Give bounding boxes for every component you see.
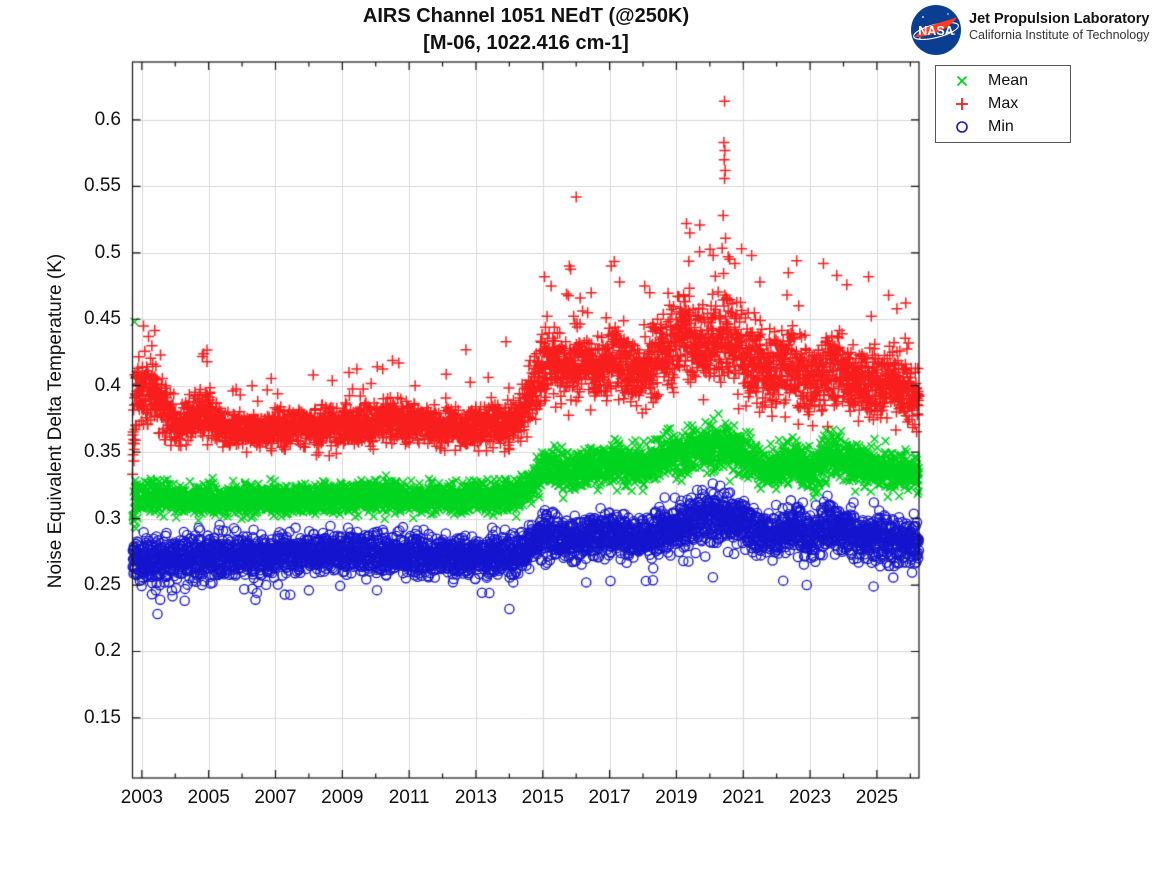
jpl-logo: NASA Jet Propulsion Laboratory Californi… <box>910 4 1149 56</box>
caltech-name: California Institute of Technology <box>969 28 1150 42</box>
x-tick-label: 2003 <box>120 787 163 808</box>
legend-item-min: Min <box>936 116 1070 139</box>
x-tick-label: 2007 <box>254 787 297 808</box>
x-tick-label: 2021 <box>722 787 765 808</box>
x-tick-label: 2025 <box>855 787 899 808</box>
legend-item-mean: Mean <box>936 69 1070 92</box>
x-tick-label: 2015 <box>521 787 564 808</box>
x-tick-label: 2005 <box>187 787 230 808</box>
x-tick-label: 2019 <box>655 787 698 808</box>
min-circle-marker-icon <box>936 119 988 135</box>
y-tick-label: 0.45 <box>84 308 121 330</box>
y-tick-label: 0.5 <box>94 241 121 263</box>
legend-label-min: Min <box>988 118 1014 136</box>
jpl-name: Jet Propulsion Laboratory <box>969 11 1150 27</box>
y-tick-label: 0.35 <box>84 441 121 463</box>
y-tick-label: 0.15 <box>84 706 121 728</box>
max-plus-marker-icon <box>936 96 988 112</box>
y-tick-label: 0.55 <box>84 175 121 197</box>
chart-subtitle: [M-06, 1022.416 cm-1] <box>423 32 629 54</box>
x-tick-label: 2009 <box>321 787 364 808</box>
jpl-logo-text: Jet Propulsion Laboratory California Ins… <box>969 4 1149 43</box>
mean-x-marker-icon <box>936 73 988 89</box>
nasa-insignia-icon: NASA <box>911 5 961 55</box>
legend-label-mean: Mean <box>988 71 1029 89</box>
y-tick-label: 0.2 <box>94 640 121 662</box>
y-tick-label: 0.25 <box>84 574 121 596</box>
x-tick-label: 2023 <box>788 787 832 808</box>
x-tick-label: 2017 <box>588 787 631 808</box>
nasa-wordmark: NASA <box>918 24 953 38</box>
x-tick-label: 2011 <box>388 787 430 808</box>
legend-item-max: Max <box>936 92 1070 115</box>
y-tick-label: 0.6 <box>94 108 121 130</box>
y-tick-label: 0.3 <box>94 507 121 529</box>
chart-title: AIRS Channel 1051 NEdT (@250K) <box>362 5 690 27</box>
y-axis-label: Noise Equivalent Delta Temperature (K) <box>45 253 66 589</box>
y-tick-label: 0.4 <box>94 374 121 396</box>
legend: Mean Max Min <box>935 65 1071 143</box>
legend-label-max: Max <box>988 94 1019 112</box>
x-tick-label: 2013 <box>454 787 498 808</box>
